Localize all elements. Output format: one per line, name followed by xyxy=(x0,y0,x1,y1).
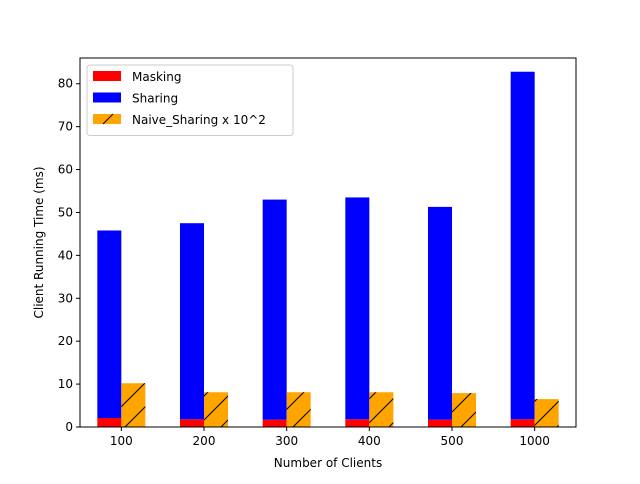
bar-masking-300 xyxy=(262,419,287,427)
plot-area: 0 10 20 30 40 50 60 70 80 100 200 300 400 500 1000 Numb… xyxy=(32,57,577,470)
bar-sharing-1000 xyxy=(510,71,535,420)
x-tick-label-500: 500 xyxy=(441,434,464,448)
bar-hatch-naive-sharing-x-10-2-200 xyxy=(204,392,228,427)
y-tick-label-0: 0 xyxy=(65,420,73,434)
bar-masking-500 xyxy=(428,419,452,427)
legend-hatch-naive-sharing-x-10-2 xyxy=(102,113,114,125)
legend: Masking Sharing Naive_Sharing x 10^2 xyxy=(86,64,294,136)
bar-hatch-naive-sharing-x-10-2-100 xyxy=(121,383,146,427)
bar-sharing-200 xyxy=(180,223,204,420)
y-tick-label-80: 80 xyxy=(58,77,73,91)
legend-box xyxy=(86,64,294,136)
bar-sharing-500 xyxy=(428,206,452,420)
y-tick-label-50: 50 xyxy=(58,205,73,219)
bar-hatch-naive-sharing-x-10-2-300 xyxy=(286,392,311,427)
x-tick-label-300: 300 xyxy=(275,434,298,448)
x-tick-label-400: 400 xyxy=(358,434,381,448)
y-tick-label-10: 10 xyxy=(58,377,73,391)
bar-hatch-naive-sharing-x-10-2-500 xyxy=(452,393,476,427)
y-tick-label-70: 70 xyxy=(58,120,73,134)
y-tick-label-30: 30 xyxy=(58,291,73,305)
y-tick-label-40: 40 xyxy=(58,248,73,262)
y-tick-label-60: 60 xyxy=(58,163,73,177)
axes-frame xyxy=(79,57,577,428)
legend-swatch-masking xyxy=(93,71,121,81)
bar-masking-1000 xyxy=(510,419,535,427)
bar-masking-400 xyxy=(345,419,370,427)
x-tick-label-1000: 1000 xyxy=(519,434,550,448)
legend-label-masking: Masking xyxy=(132,70,181,84)
bar-sharing-400 xyxy=(345,197,370,420)
bar-masking-200 xyxy=(180,419,204,427)
legend-label-naive-sharing-x-10-2: Naive_Sharing x 10^2 xyxy=(132,113,266,127)
x-tick-label-100: 100 xyxy=(110,434,133,448)
x-axis-label: Number of Clients xyxy=(274,456,382,470)
bar-hatch-naive-sharing-x-10-2-1000 xyxy=(534,399,559,427)
legend-swatch-naive-sharing-x-10-2 xyxy=(93,114,121,124)
legend-label-sharing: Sharing xyxy=(132,92,178,106)
y-axis-label: Client Running Time (ms) xyxy=(32,166,46,318)
bar-hatch-naive-sharing-x-10-2-400 xyxy=(369,392,394,427)
bar-sharing-100 xyxy=(97,230,122,418)
legend-swatch-sharing xyxy=(93,92,121,103)
x-tick-label-200: 200 xyxy=(193,434,216,448)
y-tick-label-20: 20 xyxy=(58,334,73,348)
bar-sharing-300 xyxy=(262,199,287,420)
bar-masking-100 xyxy=(97,417,122,427)
